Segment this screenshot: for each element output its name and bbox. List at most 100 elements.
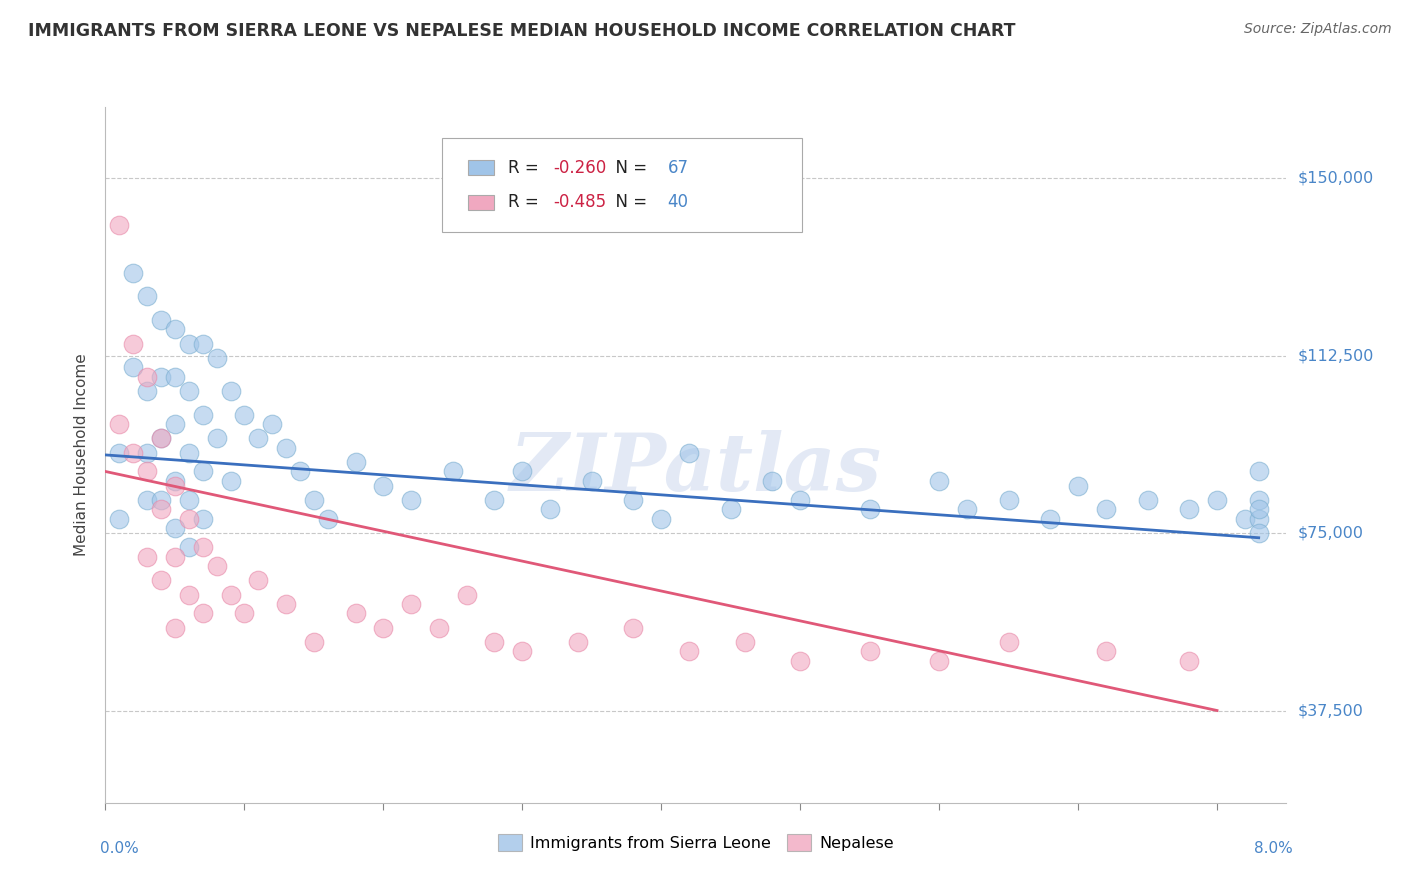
- Point: [262, 417, 284, 432]
- Point: [274, 597, 297, 611]
- Point: [399, 597, 422, 611]
- Point: [205, 559, 228, 574]
- Point: [567, 635, 589, 649]
- Point: [177, 384, 200, 398]
- Point: [1039, 512, 1062, 526]
- Point: [205, 431, 228, 445]
- Point: [678, 644, 700, 658]
- Text: 0.0%: 0.0%: [100, 841, 138, 856]
- Text: $150,000: $150,000: [1298, 170, 1374, 186]
- Point: [150, 313, 173, 327]
- Point: [163, 474, 186, 488]
- Point: [484, 492, 506, 507]
- Point: [177, 512, 200, 526]
- Point: [177, 445, 200, 459]
- Text: 67: 67: [668, 159, 689, 177]
- Point: [1095, 644, 1118, 658]
- Point: [191, 512, 214, 526]
- Text: ZIPatlas: ZIPatlas: [510, 430, 882, 508]
- Point: [344, 607, 367, 621]
- Point: [1178, 502, 1201, 516]
- Point: [191, 336, 214, 351]
- Point: [1067, 478, 1090, 492]
- Point: [233, 408, 256, 422]
- Text: -0.260: -0.260: [553, 159, 606, 177]
- Point: [928, 474, 950, 488]
- Point: [163, 369, 186, 384]
- Point: [163, 322, 186, 336]
- Point: [399, 492, 422, 507]
- Point: [623, 492, 645, 507]
- Point: [108, 445, 131, 459]
- Point: [1247, 502, 1270, 516]
- Point: [163, 621, 186, 635]
- Point: [136, 369, 159, 384]
- Text: $75,000: $75,000: [1298, 525, 1364, 541]
- Point: [1247, 492, 1270, 507]
- Point: [163, 417, 186, 432]
- Point: [150, 574, 173, 588]
- Text: IMMIGRANTS FROM SIERRA LEONE VS NEPALESE MEDIAN HOUSEHOLD INCOME CORRELATION CHA: IMMIGRANTS FROM SIERRA LEONE VS NEPALESE…: [28, 22, 1015, 40]
- Point: [163, 549, 186, 564]
- Text: R =: R =: [508, 159, 544, 177]
- Point: [150, 431, 173, 445]
- Point: [538, 502, 561, 516]
- Text: R =: R =: [508, 194, 544, 211]
- Point: [373, 478, 395, 492]
- Point: [177, 540, 200, 554]
- Point: [859, 502, 882, 516]
- Point: [247, 574, 270, 588]
- Point: [1247, 512, 1270, 526]
- Point: [1178, 654, 1201, 668]
- Text: $37,500: $37,500: [1298, 703, 1364, 718]
- Text: N =: N =: [605, 194, 652, 211]
- Point: [219, 474, 242, 488]
- Point: [219, 384, 242, 398]
- Point: [510, 644, 533, 658]
- Point: [136, 384, 159, 398]
- Point: [122, 336, 145, 351]
- Point: [956, 502, 979, 516]
- Point: [191, 408, 214, 422]
- Point: [1247, 526, 1270, 541]
- Text: Source: ZipAtlas.com: Source: ZipAtlas.com: [1244, 22, 1392, 37]
- Point: [1095, 502, 1118, 516]
- Point: [205, 351, 228, 365]
- Point: [191, 540, 214, 554]
- Text: N =: N =: [605, 159, 652, 177]
- Point: [191, 607, 214, 621]
- Point: [150, 502, 173, 516]
- Point: [150, 492, 173, 507]
- Point: [316, 512, 339, 526]
- Point: [720, 502, 742, 516]
- Point: [678, 445, 700, 459]
- Point: [997, 635, 1019, 649]
- Legend: Immigrants from Sierra Leone, Nepalese: Immigrants from Sierra Leone, Nepalese: [492, 828, 900, 857]
- Point: [122, 266, 145, 280]
- Text: $112,500: $112,500: [1298, 348, 1374, 363]
- Point: [150, 369, 173, 384]
- Point: [623, 621, 645, 635]
- Point: [997, 492, 1019, 507]
- Point: [1233, 512, 1256, 526]
- Point: [191, 465, 214, 479]
- Point: [581, 474, 603, 488]
- Point: [177, 588, 200, 602]
- Point: [136, 549, 159, 564]
- Point: [122, 445, 145, 459]
- Point: [441, 465, 464, 479]
- Point: [344, 455, 367, 469]
- Point: [122, 360, 145, 375]
- Point: [288, 465, 311, 479]
- Text: 40: 40: [668, 194, 689, 211]
- Point: [163, 478, 186, 492]
- Point: [789, 492, 811, 507]
- FancyBboxPatch shape: [441, 138, 803, 232]
- Point: [456, 588, 478, 602]
- Point: [302, 635, 325, 649]
- Text: 8.0%: 8.0%: [1254, 841, 1292, 856]
- Point: [136, 445, 159, 459]
- Point: [761, 474, 783, 488]
- Point: [163, 521, 186, 535]
- Point: [219, 588, 242, 602]
